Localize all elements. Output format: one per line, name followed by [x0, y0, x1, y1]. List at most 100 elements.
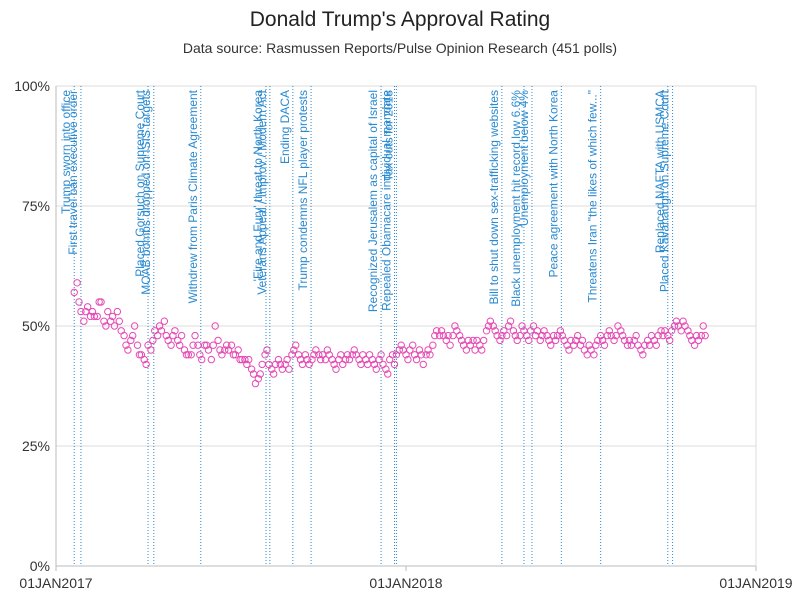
approval-point	[395, 346, 403, 354]
event-label: Black unemployment hit record low 6.6%	[509, 90, 523, 307]
approval-point	[388, 351, 397, 359]
approval-point	[120, 331, 128, 340]
approval-point	[489, 322, 497, 330]
approval-point	[464, 336, 473, 345]
approval-point	[384, 370, 392, 378]
approval-point	[397, 341, 405, 349]
approval-point	[469, 336, 477, 345]
approval-point	[637, 346, 645, 354]
approval-point	[558, 331, 567, 340]
approval-point	[175, 341, 184, 349]
event-label: Replaced NAFTA with USMCA	[653, 90, 667, 253]
approval-point	[301, 351, 310, 359]
approval-point	[538, 331, 546, 340]
approval-point	[417, 351, 426, 359]
approval-point	[234, 346, 242, 354]
event-label: Placed Gorsuch on Supreme Court	[133, 89, 147, 276]
approval-point	[412, 355, 421, 364]
approval-point	[350, 346, 358, 354]
approval-point	[229, 351, 238, 359]
approval-point	[382, 365, 390, 373]
event-label: Repealed Obamacare individual mandate	[379, 90, 393, 311]
approval-point	[578, 336, 587, 345]
approval-point	[502, 331, 511, 340]
approval-point	[419, 360, 427, 369]
approval-point	[370, 360, 379, 369]
approval-point	[256, 370, 264, 378]
approval-point	[592, 341, 600, 349]
approval-point	[191, 331, 199, 340]
approval-point	[104, 307, 112, 316]
approval-point	[200, 341, 209, 349]
approval-point	[211, 322, 219, 330]
approval-point	[605, 327, 613, 335]
event-label: 'Fire and Fury' threat to North Korea	[251, 90, 265, 282]
approval-point	[106, 317, 115, 325]
approval-point	[153, 331, 162, 340]
approval-point	[308, 355, 316, 364]
approval-point	[491, 327, 499, 335]
approval-point	[171, 327, 179, 335]
approval-point	[498, 331, 506, 340]
event-label: Threatens Iran "the likes of which few..…	[586, 90, 600, 303]
approval-point	[209, 341, 217, 349]
approval-point	[506, 317, 515, 325]
approval-point	[77, 307, 85, 316]
approval-point	[426, 351, 434, 359]
approval-point	[222, 341, 231, 349]
event-label: Veterans Appeal / Improv / Modern Act	[255, 89, 269, 294]
approval-point	[690, 341, 699, 349]
approval-point	[135, 351, 144, 359]
event-label: Bill to shut down sex-trafficking websit…	[487, 90, 501, 305]
approval-point	[70, 288, 78, 297]
approval-point	[221, 346, 229, 354]
approval-point	[285, 365, 293, 373]
approval-point	[140, 355, 148, 364]
approval-point	[169, 331, 177, 340]
approval-point	[573, 331, 582, 340]
approval-point	[187, 351, 195, 359]
approval-point	[263, 346, 271, 354]
approval-point	[290, 346, 298, 354]
approval-point	[261, 351, 269, 359]
approval-point	[603, 331, 612, 340]
approval-point	[415, 346, 424, 354]
approval-point	[630, 336, 638, 345]
approval-point	[670, 322, 679, 330]
approval-point	[245, 355, 253, 364]
approval-point	[315, 351, 323, 359]
approval-point	[241, 355, 249, 364]
approval-point	[332, 365, 340, 373]
approval-point	[147, 346, 155, 354]
approval-point	[122, 341, 130, 349]
approval-point	[155, 322, 164, 330]
approval-point	[699, 322, 707, 330]
approval-point	[80, 317, 88, 325]
approval-point	[207, 355, 216, 364]
approval-point	[610, 336, 618, 345]
approval-point	[341, 355, 350, 364]
approval-point	[359, 351, 367, 359]
approval-point	[435, 331, 444, 340]
approval-point	[478, 346, 486, 354]
approval-point	[372, 365, 380, 373]
approval-point	[551, 336, 560, 345]
approval-point	[113, 307, 122, 316]
approval-point	[496, 336, 504, 345]
approval-point	[632, 331, 640, 340]
approval-point	[402, 351, 410, 359]
approval-point	[697, 331, 706, 340]
approval-point	[390, 360, 399, 369]
approval-point	[348, 351, 357, 359]
approval-point	[258, 360, 266, 369]
approval-point	[133, 341, 142, 349]
approval-point	[634, 341, 642, 349]
approval-point	[657, 327, 665, 335]
y-tick-label: 50%	[22, 318, 50, 334]
event-label: Recognized Jerusalem as capital of Israe…	[366, 90, 380, 312]
approval-point	[482, 327, 491, 335]
approval-point	[665, 336, 674, 345]
event-label: Ending DACA	[278, 90, 292, 164]
approval-point	[160, 317, 169, 325]
